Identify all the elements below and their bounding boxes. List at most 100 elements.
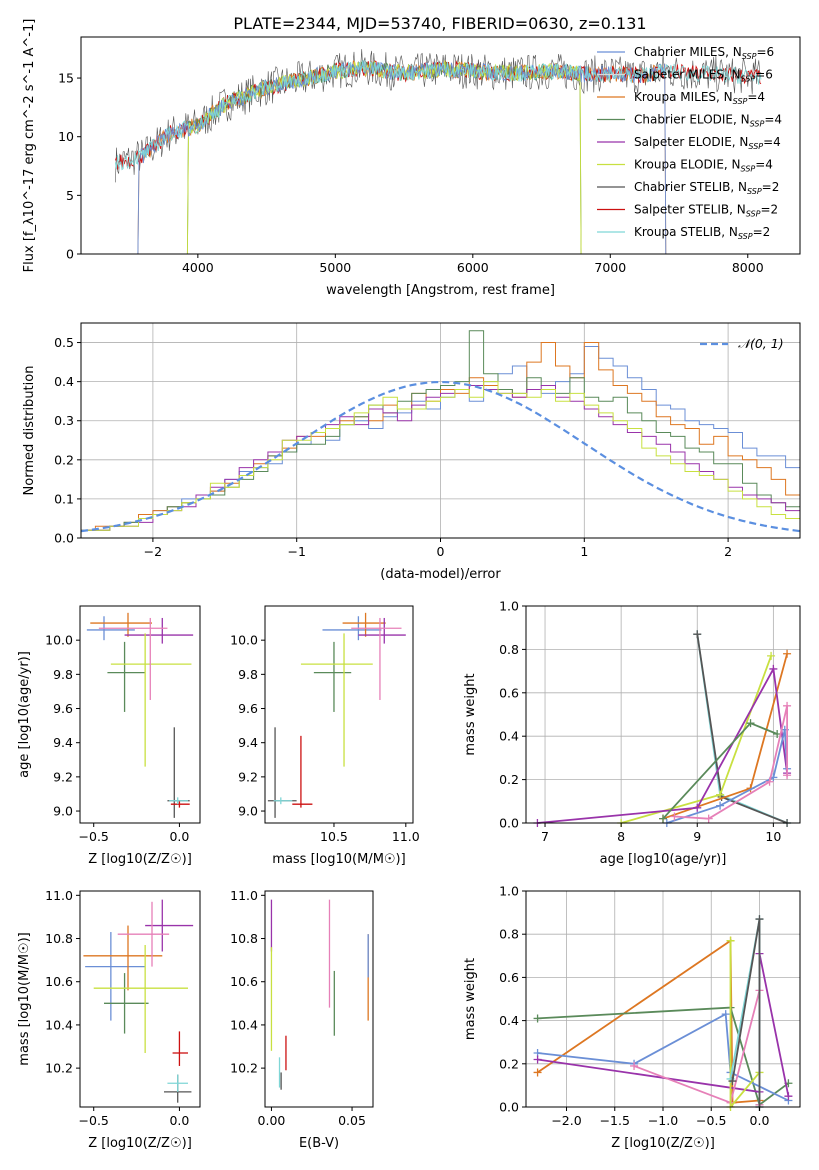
plot-frame bbox=[79, 890, 201, 1108]
spectrum-line bbox=[184, 60, 583, 255]
errorbar-point bbox=[313, 641, 352, 712]
legend-value: =2 bbox=[762, 180, 780, 194]
x-tick-label: −2 bbox=[144, 544, 162, 559]
y-tick-label: 11.0 bbox=[230, 888, 258, 903]
y-tick-label: 9.2 bbox=[53, 769, 73, 784]
y-tick-label: 0.4 bbox=[499, 729, 519, 744]
y-tick-label: 9.4 bbox=[53, 735, 73, 750]
weight-marker bbox=[533, 1014, 542, 1023]
errorbar-point bbox=[342, 612, 386, 637]
x-axis-label: (data-model)/error bbox=[380, 567, 501, 582]
errorbar-point bbox=[104, 973, 149, 1034]
y-tick-label: 0.2 bbox=[499, 1056, 519, 1071]
errorbar-point bbox=[172, 1031, 188, 1066]
figure-title: PLATE=2344, MJD=53740, FIBERID=0630, z=0… bbox=[233, 14, 646, 33]
x-tick-label: 9 bbox=[693, 829, 701, 844]
weight-line bbox=[633, 990, 761, 1105]
weight-marker bbox=[693, 803, 702, 812]
spectrum-line bbox=[114, 60, 762, 171]
y-tick-label: 0.3 bbox=[54, 413, 74, 428]
weight-marker bbox=[533, 1068, 542, 1077]
y-tick-label: 0.0 bbox=[499, 1100, 519, 1115]
errorbar-point bbox=[90, 612, 152, 637]
legend-subscript: SSP bbox=[742, 52, 757, 61]
legend-value: =4 bbox=[763, 135, 781, 149]
y-tick-label: 0.2 bbox=[499, 772, 519, 787]
errorbar-point bbox=[110, 633, 192, 767]
y-tick-label: 5 bbox=[66, 188, 74, 203]
weight-marker bbox=[721, 1010, 730, 1019]
x-tick-label: 10 bbox=[765, 829, 781, 844]
x-tick-label: 7 bbox=[541, 829, 549, 844]
x-axis-label: E(B-V) bbox=[299, 1136, 339, 1151]
x-tick-label: 10.5 bbox=[320, 829, 348, 844]
spectrum-line bbox=[184, 60, 583, 255]
y-tick-label: 0.0 bbox=[499, 816, 519, 831]
legend-value: =2 bbox=[760, 203, 778, 217]
legend-subscript: SSP bbox=[741, 75, 756, 84]
weight-marker bbox=[704, 814, 713, 823]
y-axis-label: Flux [f_λ10^-17 erg cm^-2 s^-1 A^-1] bbox=[22, 19, 37, 273]
x-tick-label: 8 bbox=[617, 829, 625, 844]
y-axis-label: mass weight bbox=[463, 958, 478, 1040]
x-tick-label: 1 bbox=[580, 544, 588, 559]
y-tick-label: 0.8 bbox=[499, 927, 519, 942]
y-tick-label: 9.0 bbox=[53, 804, 73, 819]
x-tick-label: −0.5 bbox=[79, 829, 109, 844]
y-tick-label: 10 bbox=[58, 129, 74, 144]
errorbar-point bbox=[351, 617, 402, 700]
weight-marker bbox=[746, 719, 755, 728]
plot-frame bbox=[79, 605, 201, 824]
legend-value: =4 bbox=[747, 90, 765, 104]
x-axis-label: Z [log10(Z/Z☉)] bbox=[88, 852, 192, 867]
y-axis-label: Normed distribution bbox=[22, 366, 37, 496]
x-tick-label: 11.0 bbox=[392, 829, 420, 844]
x-tick-label: 0.0 bbox=[750, 1113, 770, 1128]
y-tick-label: 0.4 bbox=[54, 374, 74, 389]
x-tick-label: −1 bbox=[287, 544, 305, 559]
errorbar-point bbox=[358, 617, 406, 644]
errorbar-point bbox=[107, 641, 146, 712]
weight-line bbox=[674, 705, 788, 820]
legend-entry: Kroupa ELODIE, NSSP=4 bbox=[634, 158, 773, 174]
y-tick-label: 0.5 bbox=[54, 335, 74, 350]
x-tick-label: 4000 bbox=[182, 260, 214, 275]
y-tick-label: 10.6 bbox=[230, 974, 258, 989]
errorbar-point bbox=[167, 1074, 188, 1092]
y-tick-label: 0.4 bbox=[499, 1013, 519, 1028]
x-tick-label: −1.0 bbox=[648, 1113, 678, 1128]
legend-value: =2 bbox=[753, 225, 771, 239]
x-tick-label: 5000 bbox=[319, 260, 351, 275]
x-axis-label: wavelength [Angstrom, rest frame] bbox=[326, 283, 555, 298]
y-tick-label: 9.8 bbox=[53, 667, 73, 682]
x-axis-label: age [log10(age/yr)] bbox=[600, 852, 727, 867]
y-tick-label: 1.0 bbox=[499, 599, 519, 614]
y-tick-label: 10.4 bbox=[230, 1017, 258, 1032]
y-tick-label: 9.6 bbox=[53, 701, 73, 716]
errorbar-point bbox=[292, 735, 313, 808]
legend-subscript: SSP bbox=[746, 210, 761, 219]
weight-marker bbox=[659, 814, 667, 823]
x-tick-label: −0.5 bbox=[696, 1113, 726, 1128]
legend-entry: 𝒩(0, 1) bbox=[738, 336, 784, 351]
plot-frame bbox=[264, 890, 374, 1108]
spectrum-line bbox=[134, 59, 668, 255]
legend-entry: Chabrier MILES, NSSP=6 bbox=[634, 45, 774, 61]
x-tick-label: −0.5 bbox=[79, 1113, 109, 1128]
errorbar-point bbox=[85, 932, 146, 1021]
errorbar-point bbox=[117, 901, 170, 967]
weight-marker bbox=[716, 790, 725, 799]
weight-line bbox=[620, 655, 772, 824]
errorbar-point bbox=[98, 617, 168, 700]
y-tick-label: 15 bbox=[58, 71, 74, 86]
histogram-step bbox=[81, 381, 800, 531]
legend-entry: Kroupa STELIB, NSSP=2 bbox=[634, 225, 770, 241]
x-tick-label: 0.0 bbox=[169, 829, 189, 844]
plot-frame bbox=[264, 605, 414, 824]
errorbar-point bbox=[83, 925, 163, 991]
legend-entry: Salpeter STELIB, NSSP=2 bbox=[634, 203, 778, 219]
y-tick-label: 10.6 bbox=[45, 974, 73, 989]
y-axis-label: mass [log10(M/M☉)] bbox=[17, 932, 32, 1065]
y-tick-label: 0.0 bbox=[54, 531, 74, 546]
